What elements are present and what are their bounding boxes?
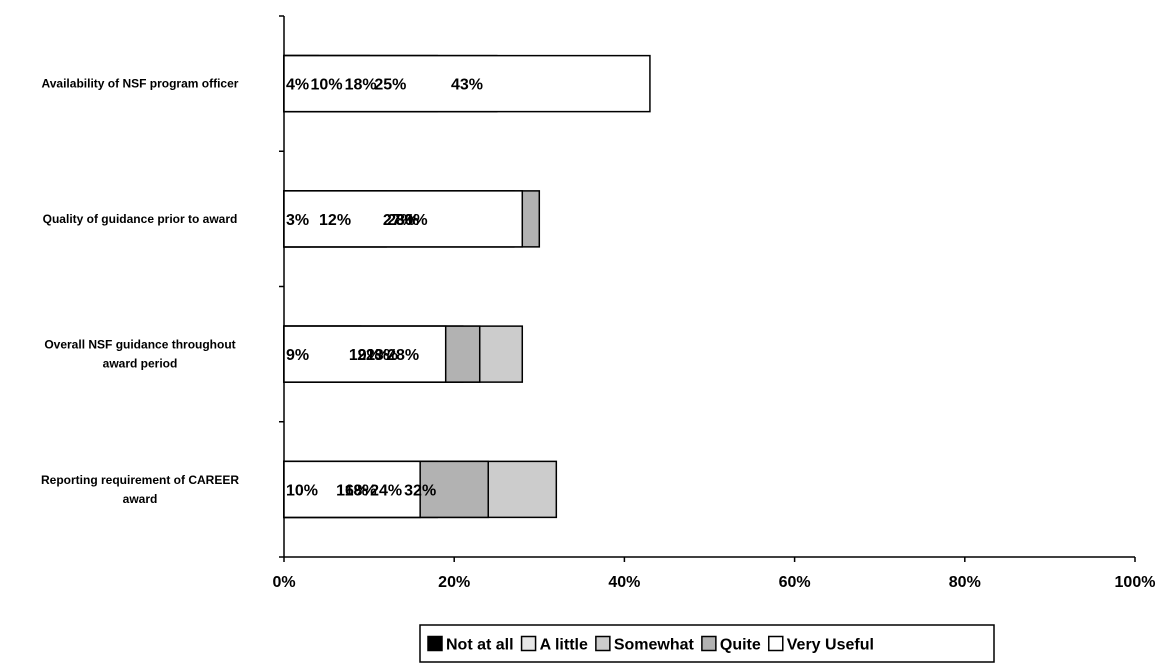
data-label: 30%: [396, 212, 428, 229]
data-label: 10%: [286, 482, 318, 499]
data-label-background: [285, 478, 315, 501]
data-label: 28%: [387, 347, 419, 364]
x-tick-label: 0%: [272, 574, 295, 591]
data-label-background: [285, 207, 306, 230]
data-label: 24%: [370, 482, 402, 499]
data-label-background: [285, 343, 306, 366]
x-tick-label: 20%: [438, 574, 470, 591]
data-label: 18%: [345, 77, 377, 94]
bar-segment: [283, 325, 447, 383]
legend-swatch: [595, 635, 611, 652]
data-label: 10%: [311, 77, 343, 94]
x-tick-label: 80%: [949, 574, 981, 591]
data-label: 32%: [404, 482, 436, 499]
data-label: 23%: [366, 347, 398, 364]
chart-legend: Not at all A little Somewhat Quite Very Usef…: [419, 624, 995, 663]
data-label: 28%: [387, 212, 419, 229]
bar-segment: [283, 54, 651, 113]
chart-bars: [283, 54, 651, 519]
category-label: Availability of NSF program officer: [42, 77, 239, 91]
legend-label: A little: [540, 637, 588, 654]
chart-labels: Availability of NSF program officer Quali…: [41, 72, 483, 506]
data-label: 43%: [451, 77, 483, 94]
category-label: award: [123, 492, 158, 506]
data-label: 19%: [349, 347, 381, 364]
x-tick-label: 40%: [608, 574, 640, 591]
legend-label: Very Useful: [787, 637, 874, 654]
legend-label: Not at all: [446, 637, 514, 654]
category-label: Overall NSF guidance throughout: [44, 338, 235, 352]
chart-axes: 0% 20% 40% 60% 80% 100%: [272, 15, 1156, 591]
category-label: award period: [103, 357, 178, 371]
data-label-background: [285, 72, 306, 95]
bar-segment: [283, 190, 524, 248]
data-label: 27%: [383, 212, 415, 229]
data-label: 16%: [336, 482, 368, 499]
x-tick-label: 100%: [1115, 574, 1156, 591]
legend-swatch: [427, 635, 443, 652]
legend-label: Quite: [720, 637, 761, 654]
data-label: 9%: [286, 347, 309, 364]
data-label: 18%: [345, 482, 377, 499]
x-tick-label: 60%: [779, 574, 811, 591]
data-label: 21%: [357, 347, 389, 364]
data-label: 4%: [286, 77, 309, 94]
legend-swatch: [520, 635, 537, 652]
data-label: 12%: [319, 212, 351, 229]
legend-label: Somewhat: [614, 637, 695, 654]
data-label: 3%: [286, 212, 309, 229]
category-label: Quality of guidance prior to award: [43, 212, 238, 226]
category-label: Reporting requirement of CAREER: [41, 473, 239, 487]
data-label: 25%: [374, 77, 406, 94]
legend-swatch: [701, 635, 717, 652]
legend-swatch: [768, 635, 784, 652]
